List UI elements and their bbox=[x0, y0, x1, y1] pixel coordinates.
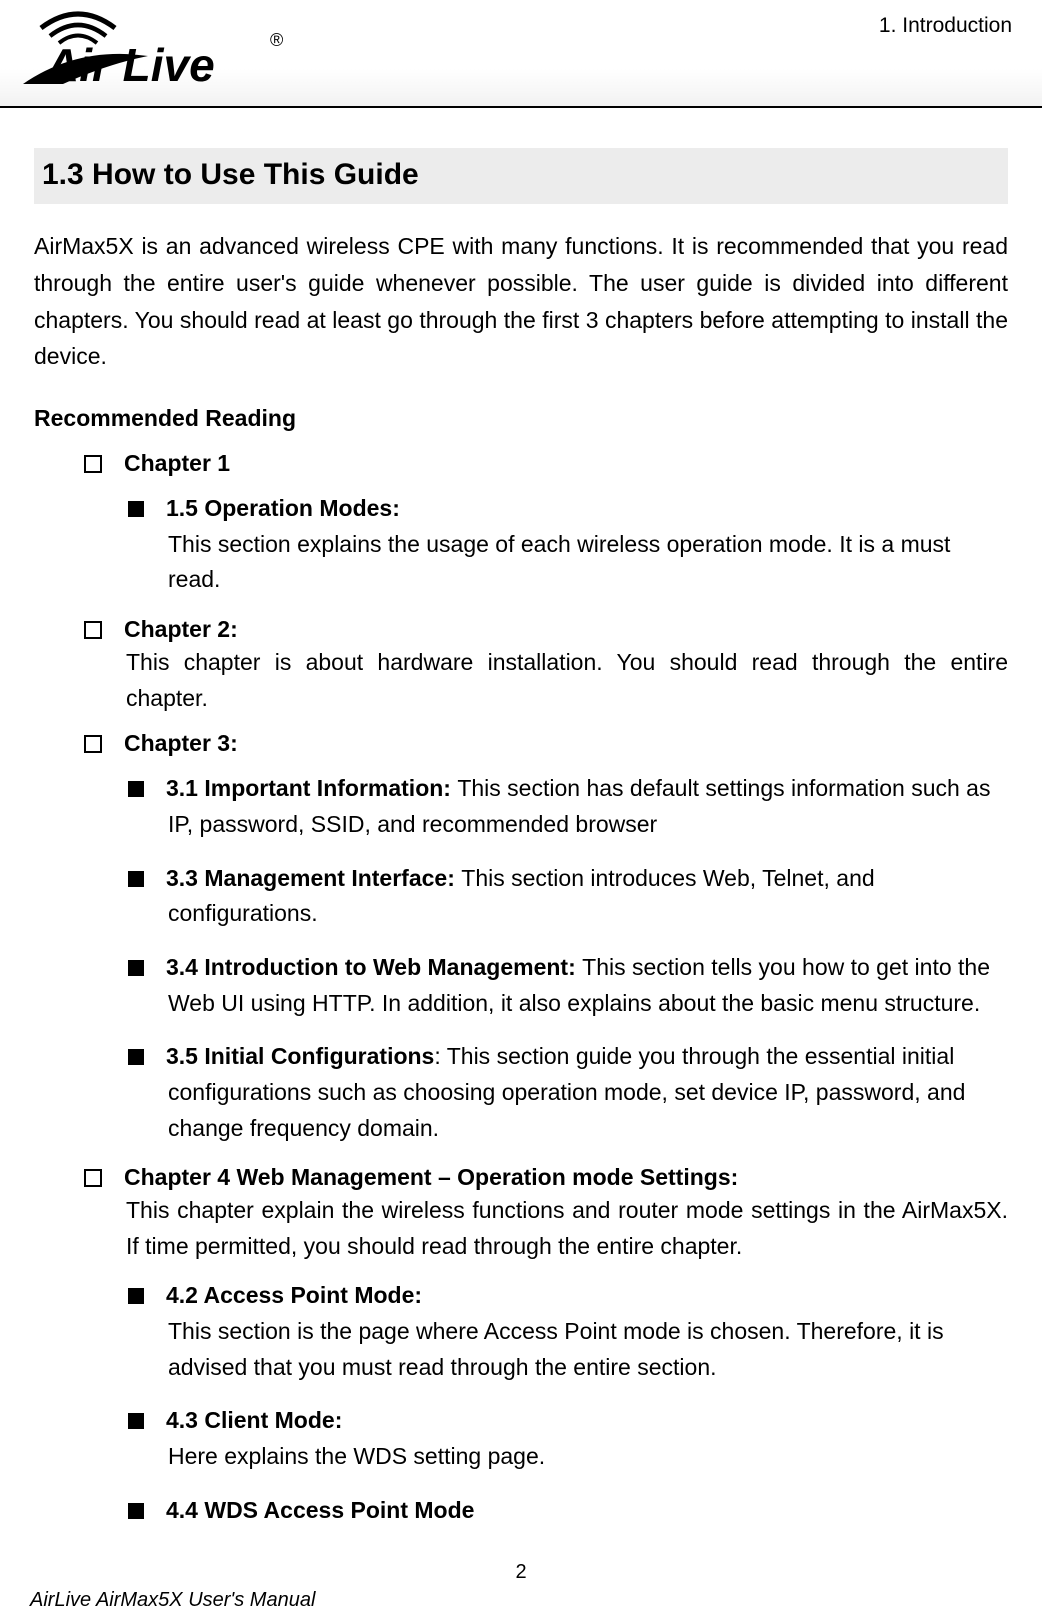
chapter-item: Chapter 2: This chapter is about hardwar… bbox=[84, 616, 1008, 716]
solid-square-icon bbox=[128, 960, 144, 976]
subsection-item: 4.2 Access Point Mode: This section is t… bbox=[128, 1278, 1008, 1385]
subsection-item: 4.3 Client Mode: Here explains the WDS s… bbox=[128, 1403, 1008, 1474]
chapter-item: Chapter 3: 3.1 Important Information: Th… bbox=[84, 730, 1008, 1146]
subsection-label: 3.4 Introduction to Web Management: bbox=[166, 954, 582, 980]
subsection-label: 3.5 Initial Configurations bbox=[166, 1043, 434, 1069]
page-header: Air Live ® 1. Introduction bbox=[0, 0, 1042, 108]
solid-square-icon bbox=[128, 1049, 144, 1065]
solid-square-icon bbox=[128, 1503, 144, 1519]
chapter-label: Chapter 3: bbox=[124, 730, 238, 756]
subsection-item: 1.5 Operation Modes: This section explai… bbox=[128, 491, 1008, 598]
section-title: 1.3 How to Use This Guide bbox=[42, 158, 1000, 192]
chapter-label: Chapter 1 bbox=[124, 450, 230, 476]
solid-square-icon bbox=[128, 781, 144, 797]
subsection-label: 3.1 Important Information: bbox=[166, 775, 457, 801]
subsection-label: 4.2 Access Point Mode: bbox=[166, 1282, 422, 1308]
section-title-bar: 1.3 How to Use This Guide bbox=[34, 148, 1008, 204]
chapter-label: Chapter 4 Web Management – Operation mod… bbox=[124, 1164, 738, 1190]
svg-text:Air Live: Air Live bbox=[45, 39, 215, 91]
page-content: 1.3 How to Use This Guide AirMax5X is an… bbox=[0, 108, 1042, 1528]
subsection-label: 1.5 Operation Modes: bbox=[166, 495, 400, 521]
solid-square-icon bbox=[128, 1413, 144, 1429]
subsection-desc: Here explains the WDS setting page. bbox=[168, 1439, 1008, 1475]
subsection-item: 3.5 Initial Configurations: This section… bbox=[128, 1039, 1008, 1146]
subsection-item: 3.3 Management Interface: This section i… bbox=[128, 861, 1008, 932]
subsection-label: 3.3 Management Interface: bbox=[166, 865, 461, 891]
chapter-label: Chapter 2: bbox=[124, 616, 238, 642]
subsection-label: 4.4 WDS Access Point Mode bbox=[166, 1497, 474, 1523]
svg-text:®: ® bbox=[270, 30, 283, 50]
brand-logo: Air Live ® bbox=[18, 6, 298, 98]
hollow-square-icon bbox=[84, 455, 102, 473]
subsection-item: 3.4 Introduction to Web Management: This… bbox=[128, 950, 1008, 1021]
subsection-list: 4.2 Access Point Mode: This section is t… bbox=[84, 1278, 1008, 1528]
chapter-reference: 1. Introduction bbox=[879, 14, 1012, 38]
solid-square-icon bbox=[128, 871, 144, 887]
page-number: 2 bbox=[0, 1561, 1042, 1584]
chapter-desc: This chapter explain the wireless functi… bbox=[126, 1193, 1008, 1264]
subsection-desc: This section explains the usage of each … bbox=[168, 527, 1008, 598]
recommended-reading-heading: Recommended Reading bbox=[34, 405, 1008, 432]
subsection-item: 4.4 WDS Access Point Mode bbox=[128, 1493, 1008, 1529]
subsection-list: 1.5 Operation Modes: This section explai… bbox=[84, 491, 1008, 598]
hollow-square-icon bbox=[84, 1169, 102, 1187]
hollow-square-icon bbox=[84, 621, 102, 639]
chapter-item: Chapter 1 1.5 Operation Modes: This sect… bbox=[84, 450, 1008, 598]
solid-square-icon bbox=[128, 501, 144, 517]
chapter-item: Chapter 4 Web Management – Operation mod… bbox=[84, 1164, 1008, 1528]
subsection-item: 3.1 Important Information: This section … bbox=[128, 771, 1008, 842]
subsection-label: 4.3 Client Mode: bbox=[166, 1407, 342, 1433]
chapter-desc: This chapter is about hardware installat… bbox=[126, 645, 1008, 716]
chapter-list: Chapter 1 1.5 Operation Modes: This sect… bbox=[34, 450, 1008, 1528]
subsection-desc: This section is the page where Access Po… bbox=[168, 1314, 1008, 1385]
intro-paragraph: AirMax5X is an advanced wireless CPE wit… bbox=[34, 228, 1008, 375]
solid-square-icon bbox=[128, 1288, 144, 1304]
hollow-square-icon bbox=[84, 735, 102, 753]
subsection-list: 3.1 Important Information: This section … bbox=[84, 771, 1008, 1146]
footer-manual-title: AirLive AirMax5X User's Manual bbox=[30, 1589, 315, 1612]
